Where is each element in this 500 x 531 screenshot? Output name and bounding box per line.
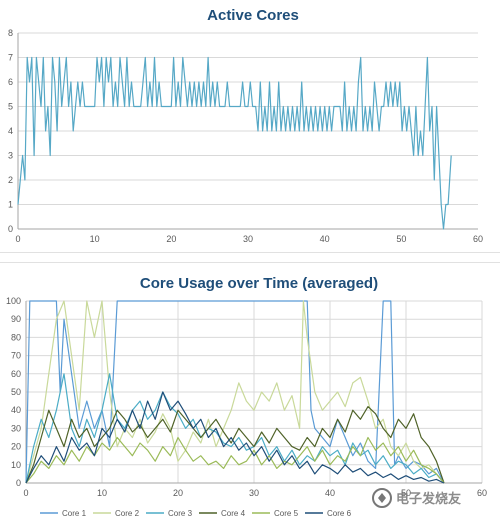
- series-line-5: [25, 436, 445, 484]
- x-tick-label: 20: [166, 234, 176, 244]
- y-tick-label: 30: [11, 423, 21, 433]
- chart-title: Core Usage over Time (averaged): [140, 275, 378, 292]
- legend-entry: Core 5: [274, 509, 299, 518]
- legend-entry: Core 4: [221, 509, 246, 518]
- y-tick-label: 7: [8, 53, 13, 63]
- series-line-3: [25, 373, 445, 484]
- legend-entry: Core 1: [62, 509, 87, 518]
- x-tick-label: 10: [97, 488, 107, 498]
- core-usage-panel: Core Usage over Time (averaged) 0 10 20 30 40…: [0, 262, 500, 531]
- x-tick-label: 40: [325, 488, 335, 498]
- series-line-2: [25, 300, 445, 484]
- legend-entry: Core 3: [168, 509, 193, 518]
- x-tick-label: 30: [249, 488, 259, 498]
- x-tick-label: 0: [15, 234, 20, 244]
- y-tick-label: 60: [11, 369, 21, 379]
- series-line-1: [17, 56, 452, 230]
- series-line-6: [25, 391, 445, 484]
- y-tick-label: 90: [11, 314, 21, 324]
- chart-title: Active Cores: [207, 7, 299, 24]
- y-tick-label: 6: [8, 77, 13, 87]
- y-tick-label: 40: [11, 405, 21, 415]
- y-tick-label: 1: [8, 200, 13, 210]
- active-cores-chart: Active Cores 0 1 2 3 4 5 6 7 8 0 10 20 30 40 50 60: [8, 7, 483, 244]
- y-tick-label: 2: [8, 175, 13, 185]
- legend-entry: Core 2: [115, 509, 140, 518]
- x-tick-label: 30: [243, 234, 253, 244]
- y-tick-label: 8: [8, 28, 13, 38]
- x-tick-label: 10: [90, 234, 100, 244]
- y-tick-label: 80: [11, 332, 21, 342]
- active-cores-panel: Active Cores 0 1 2 3 4 5 6 7 8 0 10 20 30 40 50 60: [0, 0, 500, 253]
- legend-entry: Core 6: [327, 509, 352, 518]
- y-tick-label: 5: [8, 102, 13, 112]
- x-tick-label: 50: [401, 488, 411, 498]
- core-usage-chart: Core Usage over Time (averaged) 0 10 20 30 40…: [6, 275, 487, 518]
- y-tick-label: 70: [11, 351, 21, 361]
- y-tick-label: 20: [11, 442, 21, 452]
- y-tick-label: 100: [6, 296, 21, 306]
- x-tick-label: 60: [473, 234, 483, 244]
- y-tick-label: 4: [8, 126, 13, 136]
- y-tick-label: 0: [8, 224, 13, 234]
- y-tick-label: 10: [11, 460, 21, 470]
- y-tick-label: 50: [11, 387, 21, 397]
- x-tick-label: 60: [477, 488, 487, 498]
- y-tick-label: 3: [8, 151, 13, 161]
- x-tick-label: 50: [396, 234, 406, 244]
- x-tick-label: 20: [173, 488, 183, 498]
- x-tick-label: 40: [320, 234, 330, 244]
- series-line-4: [25, 406, 445, 484]
- series-line-1: [25, 300, 445, 484]
- y-tick-label: 0: [16, 478, 21, 488]
- x-tick-label: 0: [23, 488, 28, 498]
